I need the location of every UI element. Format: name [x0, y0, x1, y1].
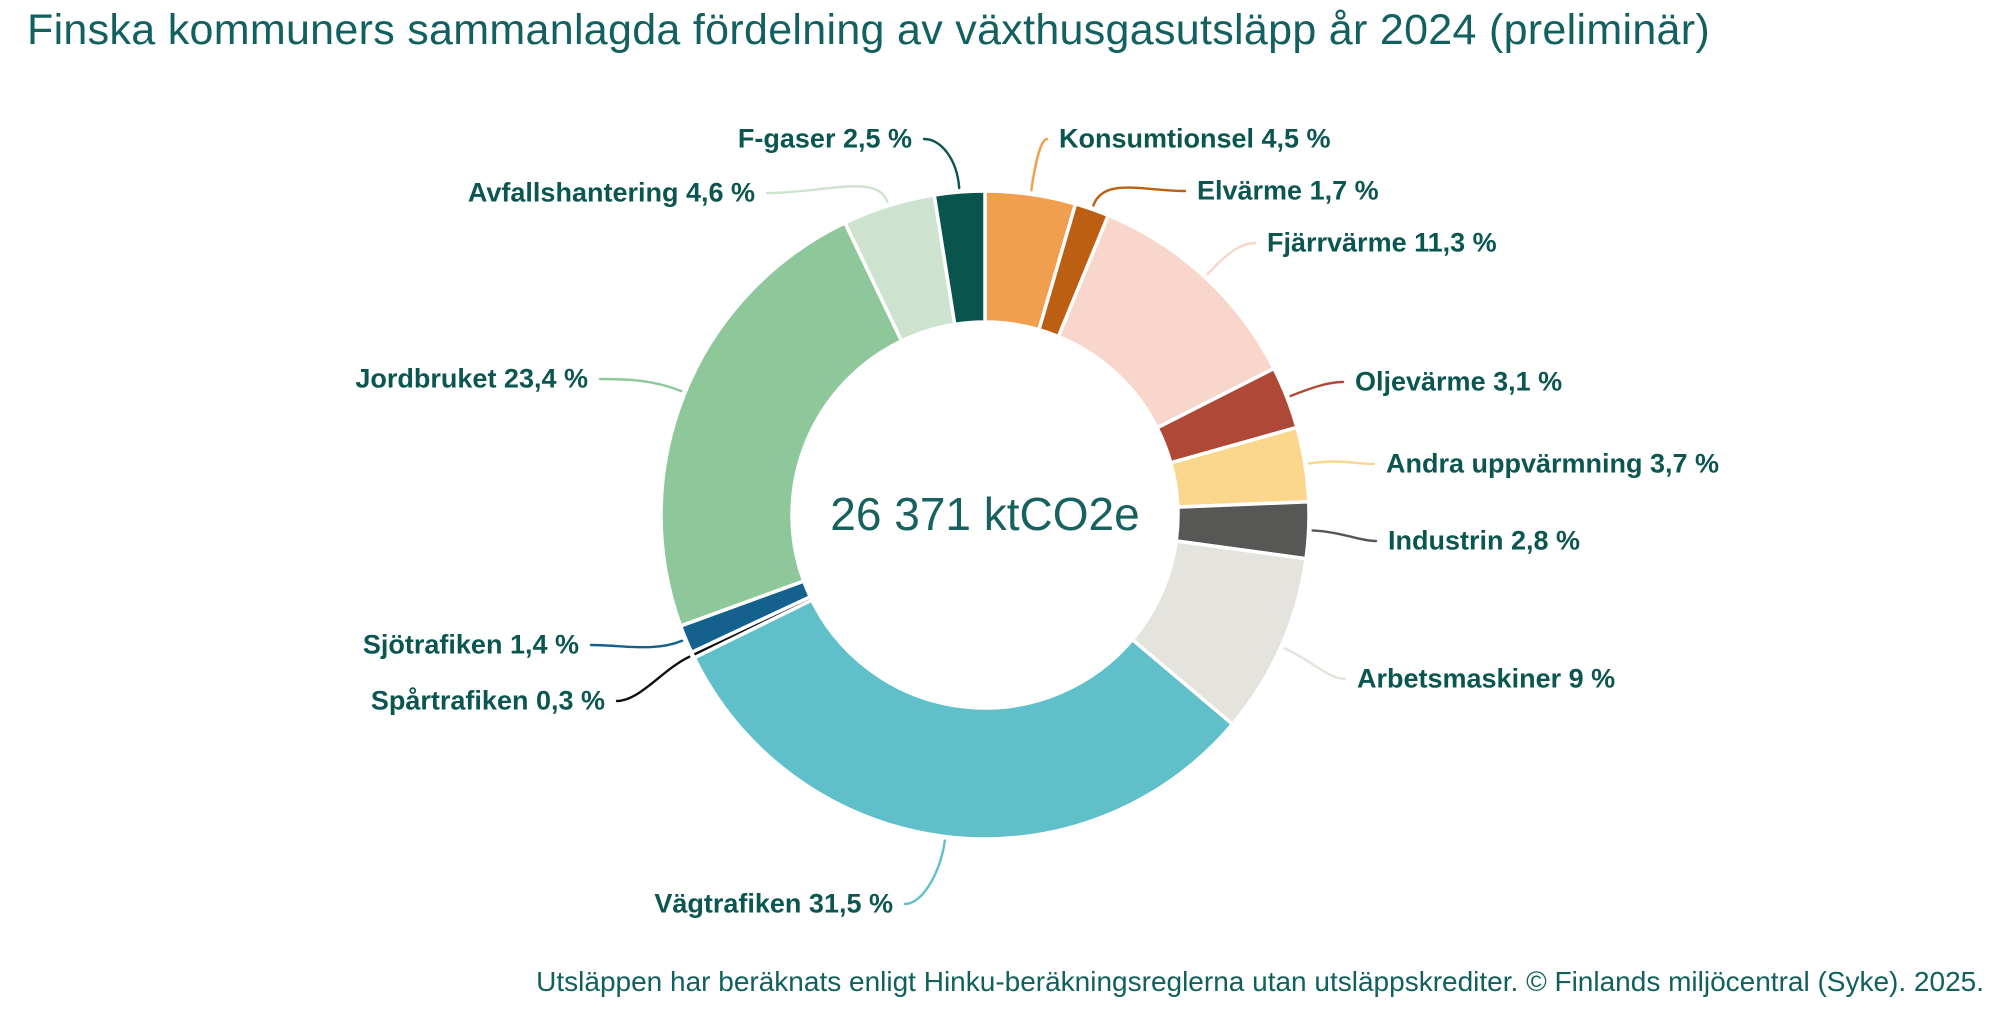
slice-label-avfallshantering: Avfallshantering 4,6 % [467, 177, 755, 208]
leader-line-andra-uppv-rmning [1307, 460, 1376, 466]
slice-label-f-gaser: F-gaser 2,5 % [737, 123, 912, 154]
leader-line-industrin [1311, 529, 1378, 543]
donut-slice-v-gtrafiken[interactable] [692, 598, 1235, 841]
leader-line-konsumtionsel [1030, 137, 1049, 192]
slice-label-jordbruket: Jordbruket 23,4 % [355, 363, 588, 394]
leader-line-oljev-rme [1289, 380, 1345, 398]
leader-line-sj-trafiken [589, 639, 684, 649]
slice-label-elv-rme: Elvärme 1,7 % [1197, 175, 1379, 206]
leader-line-arbetsmaskiner [1283, 647, 1347, 681]
leader-line-jordbruket [598, 377, 683, 393]
donut-slice-f-gaser[interactable] [932, 189, 987, 327]
leader-line-avfallshantering [765, 185, 889, 204]
slice-label-andra-uppv-rmning: Andra uppvärmning 3,7 % [1386, 448, 1720, 479]
source-footnote: Utsläppen har beräknats enligt Hinku-ber… [536, 966, 1984, 997]
leader-line-f-gaser [922, 137, 961, 190]
donut-slice-jordbruket[interactable] [659, 221, 904, 628]
chart-title: Finska kommuners sammanlagda fördelning … [27, 6, 1710, 54]
slice-label-fj-rrv-rme: Fjärrvärme 11,3 % [1267, 227, 1497, 258]
slice-label-v-gtrafiken: Vägtrafiken 31,5 % [654, 888, 893, 919]
leader-line-elv-rme [1092, 186, 1187, 207]
slice-label-sj-trafiken: Sjötrafiken 1,4 % [362, 629, 579, 660]
slice-label-oljev-rme: Oljevärme 3,1 % [1355, 366, 1563, 397]
leader-line-sp-rtrafiken [615, 655, 691, 703]
slice-label-industrin: Industrin 2,8 % [1388, 525, 1581, 556]
leader-line-v-gtrafiken [903, 839, 947, 906]
slice-label-arbetsmaskiner: Arbetsmaskiner 9 % [1357, 663, 1616, 694]
slice-label-konsumtionsel: Konsumtionsel 4,5 % [1059, 123, 1331, 154]
leader-line-fj-rrv-rme [1206, 241, 1257, 276]
slice-label-sp-rtrafiken: Spårtrafiken 0,3 % [370, 685, 605, 716]
donut-center-total: 26 371 ktCO2e [830, 488, 1140, 540]
